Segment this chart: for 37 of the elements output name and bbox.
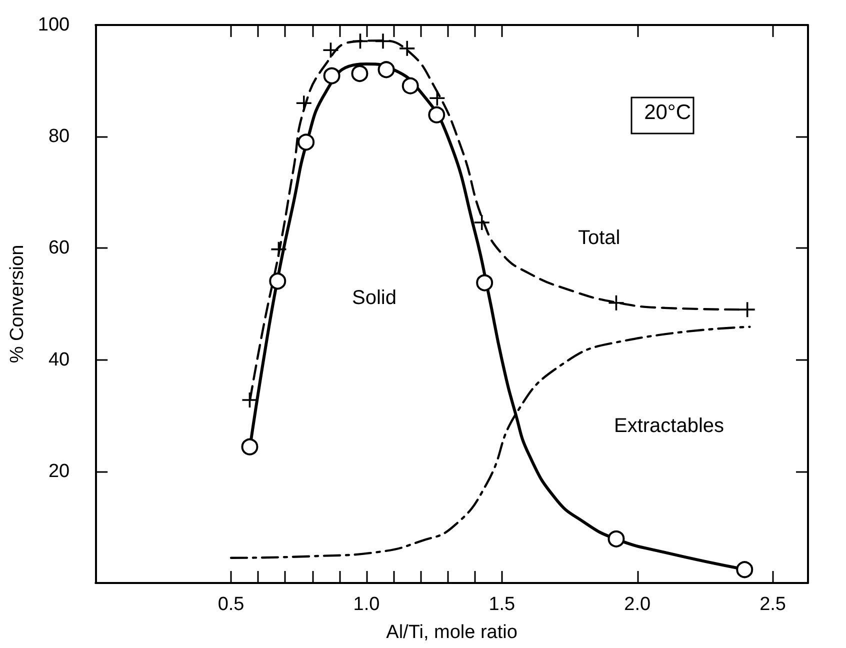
point xyxy=(402,77,419,94)
y-tick-label: 40 xyxy=(48,349,70,370)
point xyxy=(473,214,490,231)
point xyxy=(476,274,494,292)
y-tick-label: 60 xyxy=(48,238,70,259)
point xyxy=(428,106,446,124)
point xyxy=(378,61,395,78)
point xyxy=(352,32,369,50)
x-tick-label: 2.5 xyxy=(760,594,786,615)
point xyxy=(298,134,315,151)
point xyxy=(351,65,368,82)
annotation: Total xyxy=(578,227,620,249)
x-tick-label: 1.5 xyxy=(488,594,516,615)
y-tick-label: 20 xyxy=(48,460,70,482)
point xyxy=(323,67,340,84)
y-tick-label: 80 xyxy=(48,126,70,148)
point xyxy=(270,240,288,258)
point xyxy=(608,294,625,312)
annotation: Solid xyxy=(352,287,396,309)
point xyxy=(374,32,392,50)
point xyxy=(428,90,446,106)
point xyxy=(608,530,625,548)
point xyxy=(738,301,756,318)
y-tick-label: 100 xyxy=(38,14,70,36)
point xyxy=(322,42,340,59)
annotation: Extractables xyxy=(614,415,724,437)
x-tick-label: 0.5 xyxy=(218,594,244,615)
point xyxy=(736,561,754,578)
y-axis-title: % Conversion xyxy=(7,244,28,364)
annotation: 20°C xyxy=(644,101,691,124)
x-tick-label: 2.0 xyxy=(624,594,651,615)
point xyxy=(241,438,258,456)
point xyxy=(296,94,312,112)
x-tick-label: 1.0 xyxy=(353,594,380,615)
point xyxy=(269,272,286,290)
point xyxy=(398,40,416,57)
x-axis-title: Al/Ti, mole ratio xyxy=(386,622,518,643)
